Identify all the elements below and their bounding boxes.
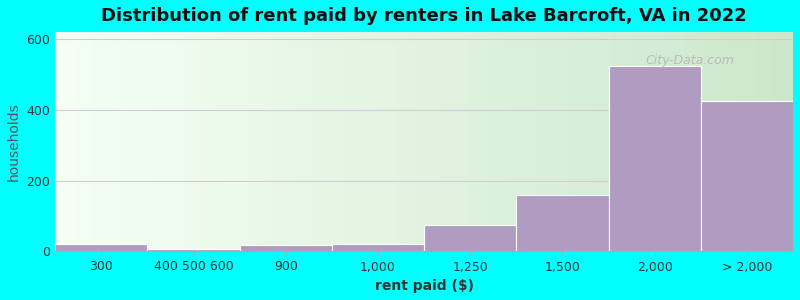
X-axis label: rent paid ($): rent paid ($) [374,279,474,293]
Bar [424,225,516,251]
Bar [516,195,609,251]
Title: Distribution of rent paid by renters in Lake Barcroft, VA in 2022: Distribution of rent paid by renters in … [102,7,747,25]
Bar [609,66,701,251]
Bar [55,244,147,251]
Y-axis label: households: households [7,102,21,181]
Bar [147,249,240,251]
Bar [701,101,793,251]
Text: City-Data.com: City-Data.com [646,54,734,67]
Bar [240,245,332,251]
Bar [332,244,424,251]
